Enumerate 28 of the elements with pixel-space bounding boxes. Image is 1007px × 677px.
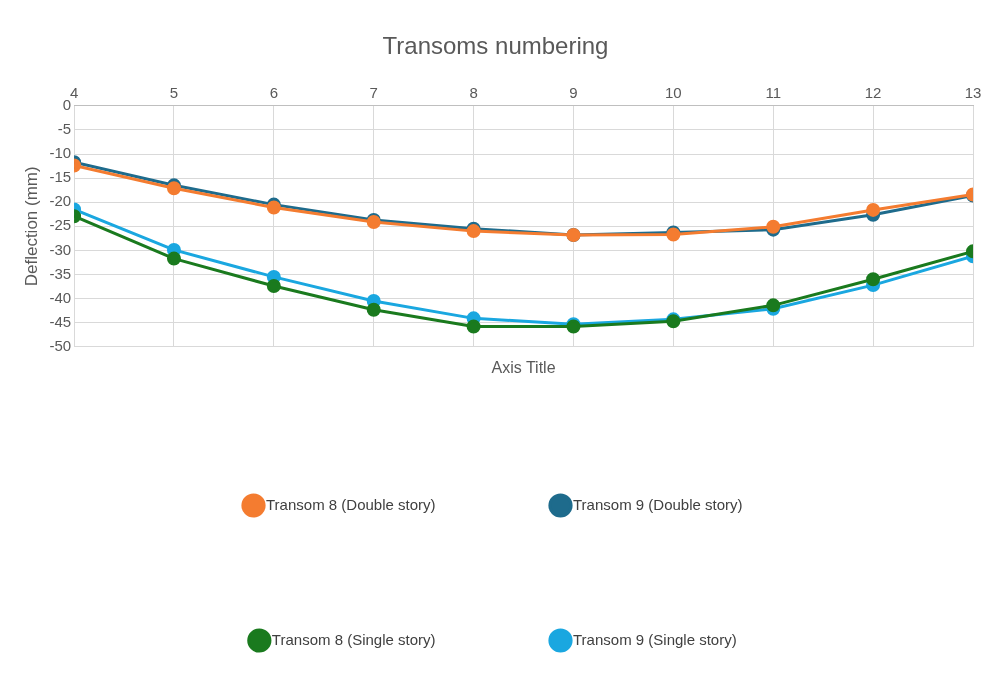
x-tick-label: 6 — [269, 83, 279, 101]
y-tick-label: -5 — [57, 120, 72, 138]
y-tick-label: -25 — [49, 216, 72, 234]
x-axis-title: Axis Title — [491, 358, 556, 376]
y-tick-label: -45 — [49, 312, 72, 330]
legend-label: Transom 9 (Double story) — [573, 495, 743, 513]
legend-label: Transom 8 (Single story) — [271, 630, 436, 648]
legend-label: Transom 9 (Single story) — [573, 630, 737, 648]
y-tick-label: 0 — [62, 95, 72, 113]
x-tick-label: 8 — [469, 83, 478, 101]
y-tick-label: -50 — [49, 336, 72, 354]
y-tick-label: -10 — [49, 144, 72, 162]
y-tick-label: -20 — [49, 192, 72, 210]
x-tick-label: 12 — [864, 83, 882, 101]
legend-label: Transom 8 (Double story) — [266, 495, 436, 513]
y-tick-label: -30 — [49, 240, 72, 258]
x-tick-label: 4 — [69, 83, 79, 101]
y-tick-label: -15 — [49, 168, 72, 186]
x-tick-label: 7 — [369, 83, 378, 101]
x-tick-label: 11 — [765, 83, 782, 101]
y-tick-label: -40 — [49, 288, 72, 306]
y-axis-title: Deflection (mm) — [21, 166, 41, 287]
x-tick-label: 5 — [169, 83, 179, 101]
x-tick-label: 9 — [569, 83, 578, 101]
y-tick-label: -35 — [49, 264, 72, 282]
chart-title: Transoms numbering — [382, 32, 609, 60]
x-tick-label: 13 — [964, 83, 982, 101]
x-tick-label: 10 — [665, 83, 682, 101]
